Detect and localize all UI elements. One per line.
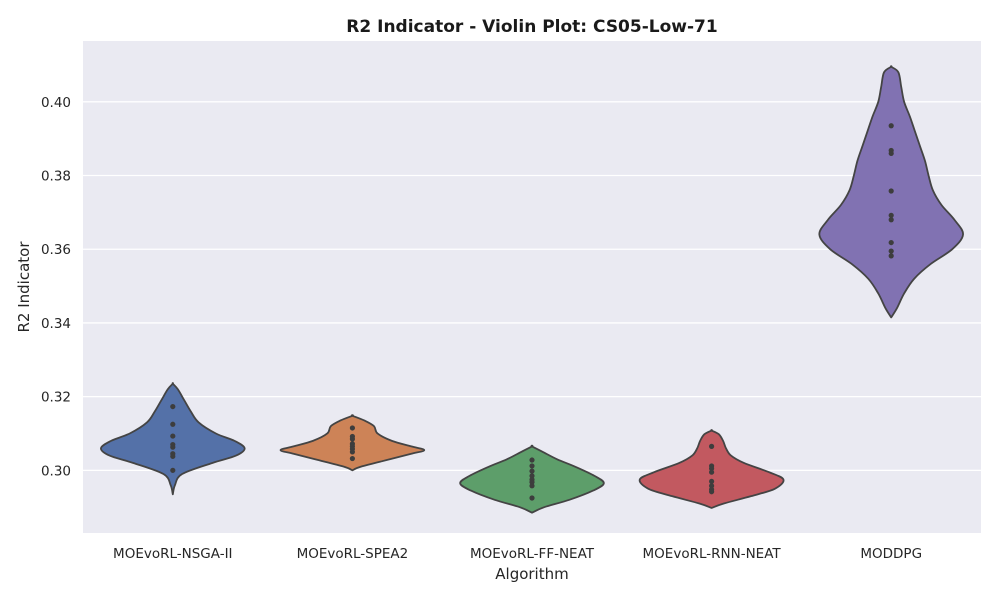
data-point [170, 453, 176, 459]
data-point [709, 469, 715, 475]
y-tick-label: 0.32 [41, 390, 71, 406]
data-point [888, 253, 894, 259]
data-point [888, 248, 894, 254]
data-point [349, 425, 355, 431]
y-tick-label: 0.40 [41, 95, 71, 111]
data-point [170, 421, 176, 427]
data-point [888, 217, 894, 223]
data-point [888, 188, 894, 194]
data-point [349, 455, 355, 462]
data-point [709, 478, 715, 485]
chart-title: R2 Indicator - Violin Plot: CS05-Low-71 [346, 17, 717, 37]
data-point [170, 433, 176, 439]
data-point [529, 473, 535, 479]
y-tick-label: 0.38 [41, 169, 71, 185]
violin-body [100, 382, 246, 496]
data-point [529, 457, 535, 463]
data-point [709, 489, 715, 495]
data-point [888, 150, 894, 157]
data-point [709, 443, 715, 449]
x-tick-label: MOEvoRL-FF-NEAT [470, 546, 595, 562]
data-point [349, 436, 355, 442]
data-point [170, 403, 176, 410]
y-tick-label: 0.36 [41, 242, 71, 258]
y-axis-label: R2 Indicator [15, 241, 33, 333]
x-ticks: MOEvoRL-NSGA-II MOEvoRL-SPEA2 MOEvoRL-FF-N… [113, 546, 922, 562]
x-tick-label: MOEvoRL-NSGA-II [113, 546, 233, 562]
y-ticks: 0.30 0.32 0.34 0.36 0.38 0.40 [41, 95, 71, 480]
x-tick-label: MOEvoRL-RNN-NEAT [643, 546, 782, 562]
data-point [709, 465, 715, 472]
data-point [529, 483, 535, 489]
data-point [888, 212, 894, 218]
x-tick-label: MOEvoRL-SPEA2 [297, 546, 409, 562]
data-point [529, 463, 535, 469]
data-point [888, 239, 894, 246]
data-point [888, 123, 894, 129]
y-tick-label: 0.30 [41, 463, 71, 479]
data-point [170, 467, 176, 473]
data-point [349, 449, 355, 455]
y-tick-label: 0.34 [41, 316, 71, 332]
grid [83, 101, 981, 471]
x-tick-label: MODDPG [860, 546, 922, 562]
data-point [529, 479, 535, 485]
data-point [170, 444, 176, 450]
data-point [529, 495, 535, 501]
x-axis-label: Algorithm [495, 565, 568, 583]
data-point [709, 483, 715, 489]
violins [100, 65, 964, 514]
data-point [529, 468, 535, 474]
